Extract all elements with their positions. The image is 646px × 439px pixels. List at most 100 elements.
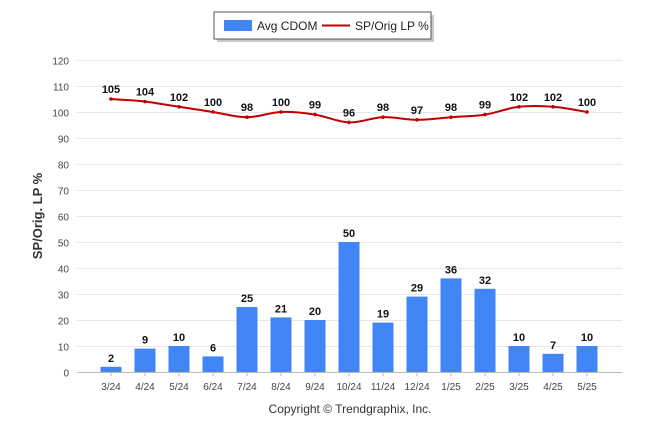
line-point (347, 120, 351, 125)
bar (100, 366, 122, 372)
y-tick-label: 80 (58, 161, 70, 172)
x-tick-label: 10/24 (336, 382, 361, 393)
x-tick-label: 4/25 (543, 382, 563, 393)
bar (406, 296, 428, 372)
line-data-label: 96 (343, 107, 355, 119)
line-data-label: 100 (578, 97, 596, 109)
x-tick-label: 8/24 (271, 382, 291, 393)
line-point (415, 118, 419, 122)
y-tick-label: 30 (58, 291, 70, 302)
bar-data-label: 32 (479, 275, 491, 287)
y-tick-label: 0 (63, 369, 69, 380)
line-data-label: 98 (445, 102, 457, 114)
line-data-label: 105 (102, 84, 120, 96)
bar-data-label: 20 (309, 306, 321, 318)
line-point (313, 112, 317, 117)
line-data-label: 102 (170, 92, 188, 104)
x-tick-label: 9/24 (305, 382, 325, 393)
line-data-label: 98 (241, 102, 253, 114)
x-tick-label: 1/25 (441, 382, 461, 393)
bar (304, 320, 326, 372)
line-point (551, 105, 555, 109)
bar (202, 356, 224, 372)
bar-data-label: 50 (343, 228, 355, 240)
y-tick-label: 10 (58, 343, 70, 354)
x-tick-label: 3/25 (509, 382, 529, 393)
line-point (517, 105, 521, 109)
line-data-label: 99 (479, 100, 491, 112)
line-data-label: 102 (544, 92, 562, 104)
bar (508, 346, 530, 372)
bar-data-label: 9 (142, 335, 148, 347)
line-series: 105 104 102 100 98 100 99 96 98 97 98 99 102 102 100 (102, 84, 596, 125)
line-point (279, 110, 283, 114)
bar (168, 346, 190, 372)
bar-data-label: 2 (108, 353, 114, 365)
line-data-label: 100 (272, 97, 290, 109)
x-tick-label: 7/24 (237, 382, 257, 393)
y-tick-label: 40 (58, 265, 70, 276)
bar-data-label: 10 (173, 332, 185, 344)
line-data-label: 104 (136, 87, 155, 99)
bar-data-label: 7 (550, 340, 556, 352)
bar-data-label: 21 (275, 303, 287, 315)
line-point (211, 110, 215, 114)
x-tick-label: 2/25 (475, 382, 495, 393)
line-point (109, 97, 113, 101)
copyright-footer: Copyright © Trendgraphix, Inc. (269, 402, 432, 416)
legend-bar-swatch (224, 20, 252, 31)
x-axis-ticks: 3/24 4/24 5/24 6/24 7/24 8/24 9/24 10/24 11/24 12… (101, 372, 597, 393)
bar-data-label: 10 (581, 332, 593, 344)
line-data-label: 97 (411, 105, 423, 117)
y-axis-ticks: 0 10 20 30 40 50 60 70 80 90 100 110 120 (52, 57, 69, 380)
y-tick-label: 20 (58, 317, 70, 328)
bar-data-label: 36 (445, 264, 457, 276)
legend-bar-label: Avg CDOM (257, 19, 317, 33)
bar (270, 317, 292, 372)
line-point (483, 112, 487, 117)
y-tick-label: 110 (53, 83, 69, 94)
bar (372, 322, 394, 372)
line-point (449, 115, 453, 119)
bar (338, 242, 360, 372)
x-tick-label: 6/24 (203, 382, 223, 393)
bar (474, 288, 496, 372)
x-tick-label: 5/24 (169, 382, 189, 393)
line-point (143, 99, 147, 104)
x-tick-label: 4/24 (135, 382, 155, 393)
legend: Avg CDOM SP/Orig LP % (213, 11, 434, 42)
x-tick-label: 11/24 (371, 382, 396, 393)
bar-data-label: 25 (241, 293, 253, 305)
y-tick-label: 90 (58, 135, 70, 146)
bar-data-label: 19 (377, 309, 389, 321)
bar-data-label: 10 (513, 332, 525, 344)
line-data-label: 100 (204, 97, 222, 109)
line-point (245, 115, 249, 119)
bar (576, 346, 598, 372)
y-tick-label: 50 (58, 239, 70, 250)
x-tick-label: 3/24 (101, 382, 121, 393)
x-tick-label: 5/25 (577, 382, 597, 393)
y-tick-label: 60 (58, 213, 70, 224)
bar (440, 278, 462, 372)
line-point (585, 110, 589, 114)
bar (236, 307, 258, 372)
legend-line-label: SP/Orig LP % (355, 19, 429, 33)
bar-data-label: 29 (411, 283, 423, 295)
y-axis-label: SP/Orig. LP % (30, 172, 45, 259)
line-point (381, 115, 385, 119)
bar (134, 348, 156, 372)
line-data-label: 98 (377, 102, 389, 114)
y-tick-label: 70 (58, 187, 70, 198)
y-tick-label: 100 (52, 109, 69, 120)
line-data-label: 102 (510, 92, 528, 104)
line-data-label: 99 (309, 100, 321, 112)
x-tick-label: 12/24 (404, 382, 429, 393)
bar (542, 353, 564, 372)
y-tick-label: 120 (52, 57, 69, 68)
line-point (177, 105, 181, 109)
bar-data-label: 6 (210, 342, 216, 354)
